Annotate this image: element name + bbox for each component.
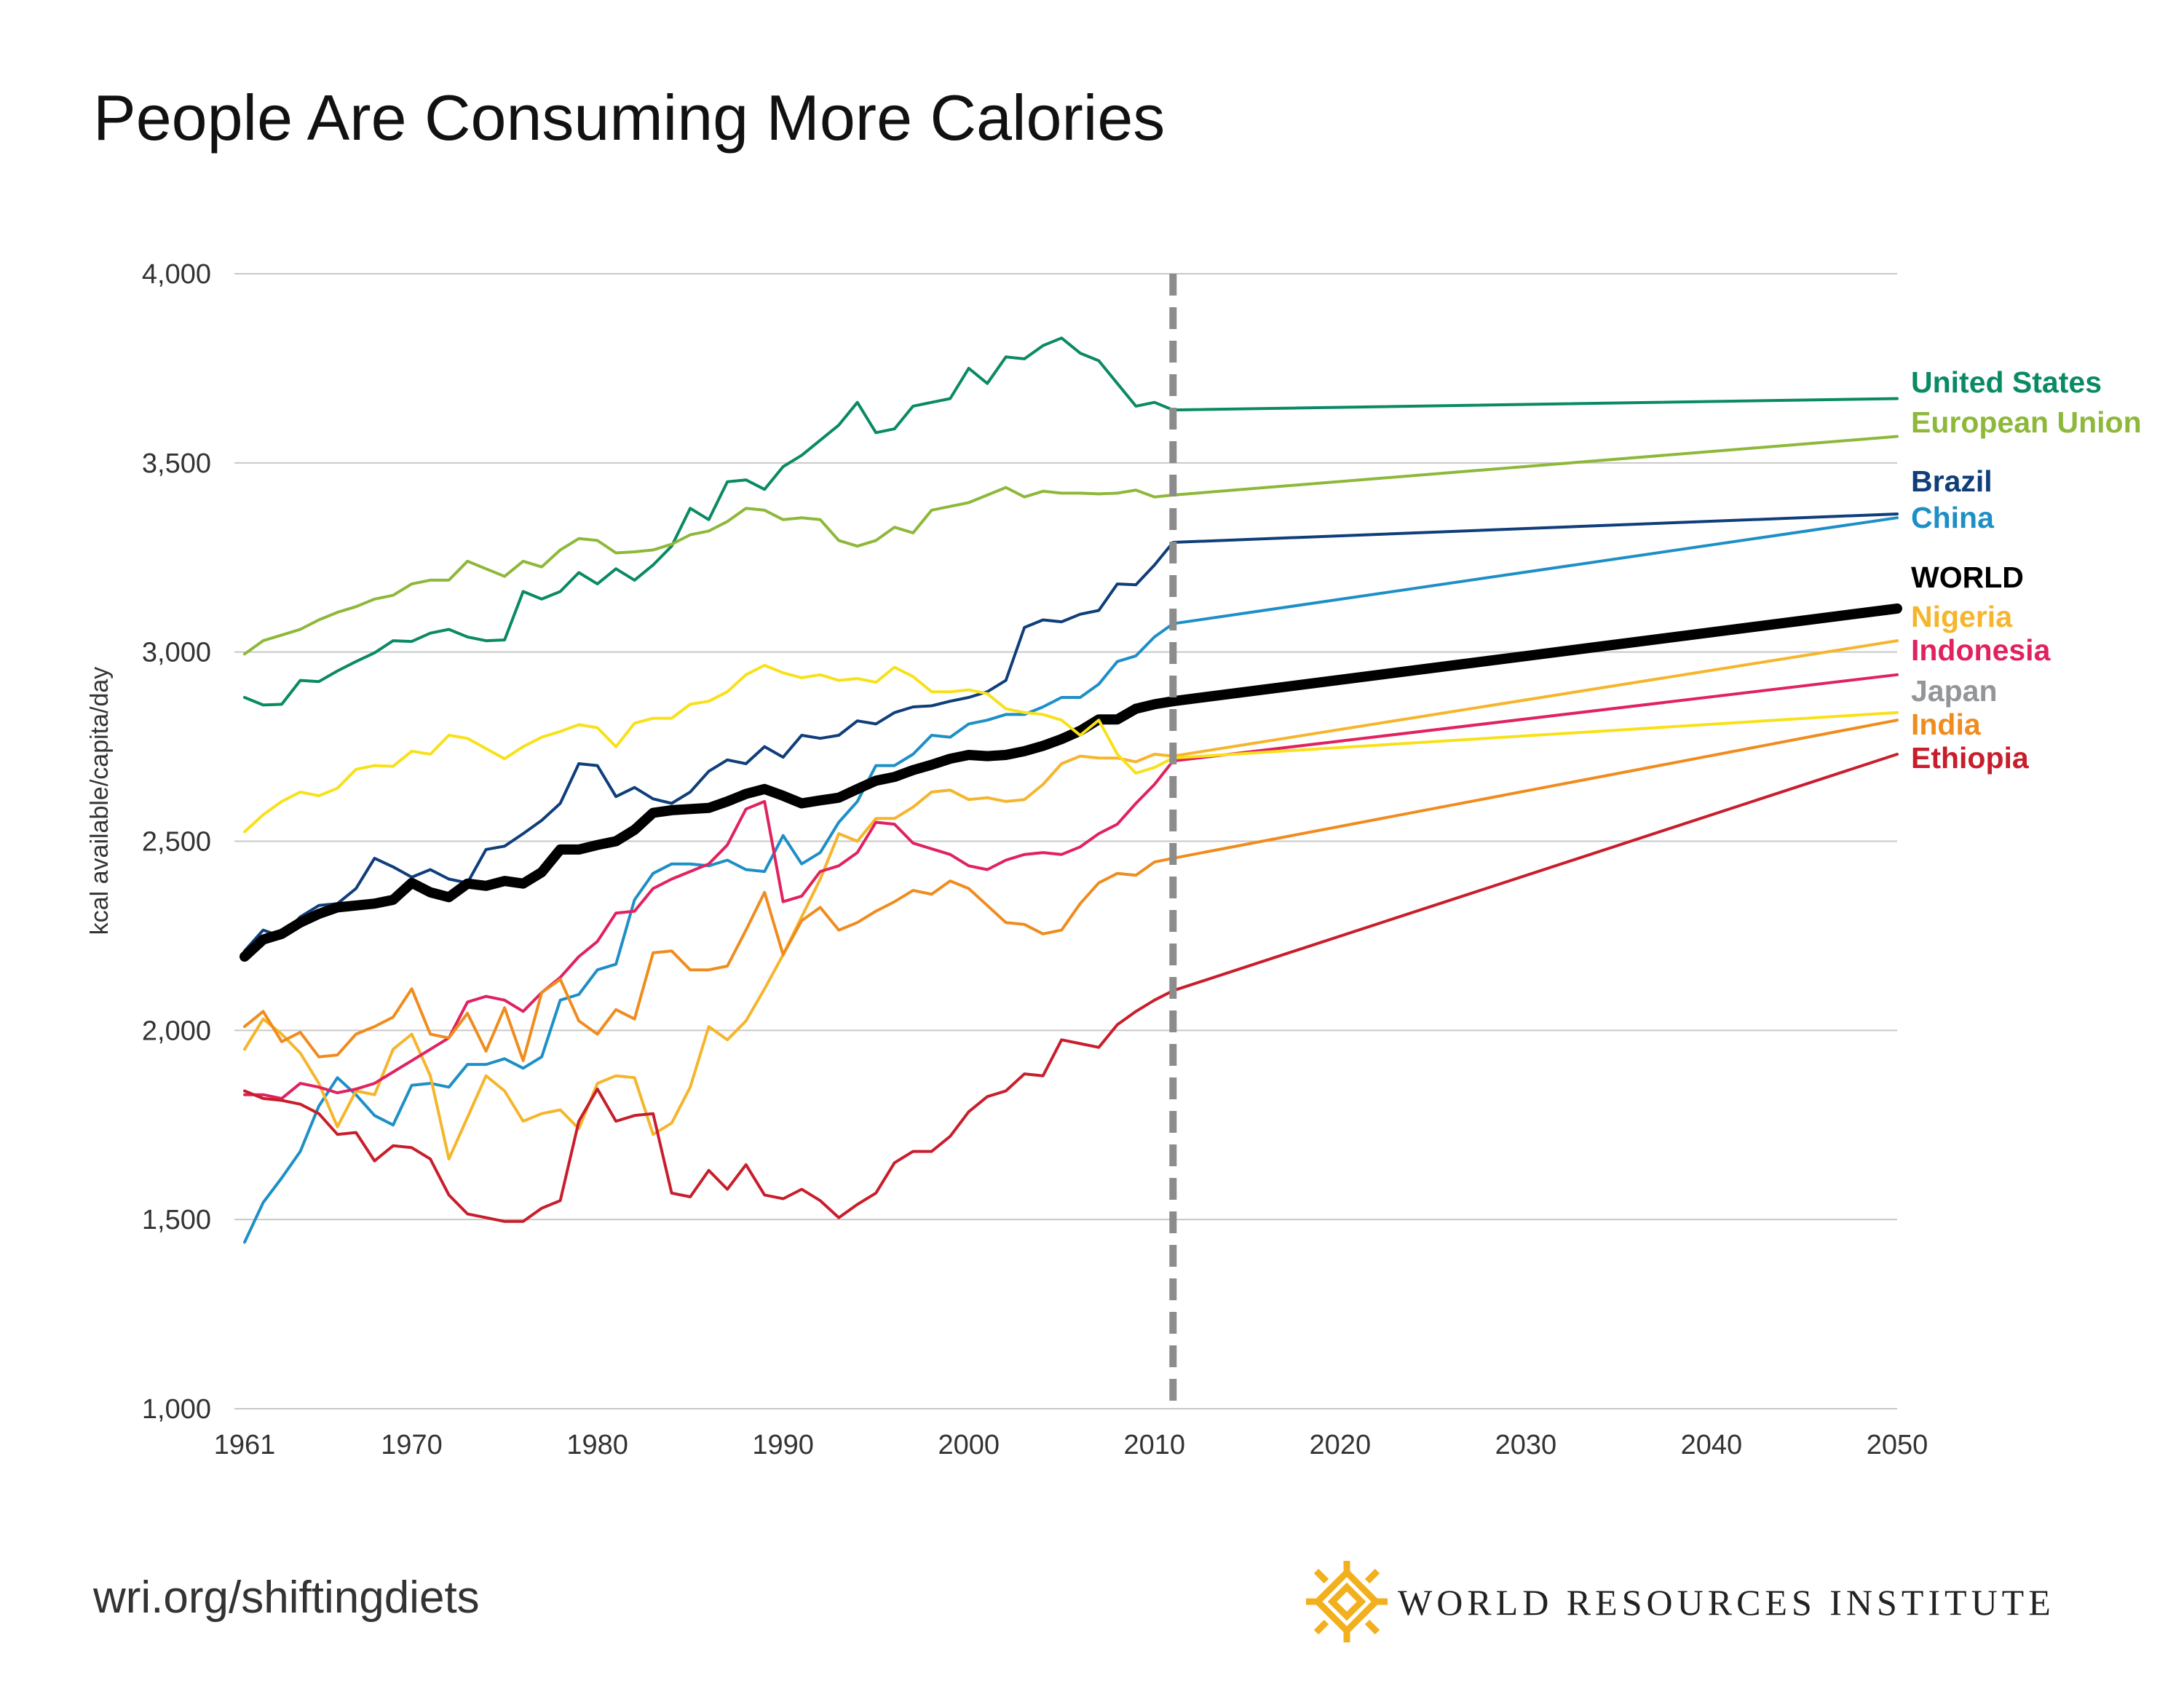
x-tick-label: 2020	[1310, 1430, 1372, 1460]
legend-japan: Japan	[1911, 674, 1998, 708]
legend-indonesia: Indonesia	[1911, 633, 2052, 667]
y-tick-label: 3,000	[142, 638, 211, 668]
x-tick-label: 2040	[1681, 1430, 1743, 1460]
series-line-nigeria	[243, 639, 1899, 1160]
y-tick-label: 2,500	[142, 827, 211, 858]
y-tick-label: 1,000	[142, 1394, 211, 1425]
y-axis-label: kcal available/capita/day	[86, 667, 114, 935]
x-tick-label: 1970	[381, 1430, 443, 1460]
x-tick-label: 2000	[938, 1430, 1000, 1460]
legend-ethiopia: Ethiopia	[1911, 741, 2030, 775]
x-tick-label: 2010	[1124, 1430, 1186, 1460]
legend-brazil: Brazil	[1911, 464, 1993, 498]
x-tick-label: 1961	[214, 1430, 276, 1460]
y-tick-label: 2,000	[142, 1016, 211, 1046]
legend-united-states: United States	[1911, 365, 2102, 399]
wri-lattice-logo-icon	[1306, 1561, 1388, 1642]
y-tick-label: 1,500	[142, 1205, 211, 1235]
series-line-indonesia	[243, 673, 1899, 1100]
y-tick-label: 4,000	[142, 259, 211, 290]
series-line-brazil	[243, 513, 1899, 953]
legend-world: WORLD	[1911, 561, 2024, 594]
series-line-india	[243, 719, 1899, 1062]
series-line-united-states	[243, 336, 1899, 707]
series-line-european-union	[243, 435, 1899, 656]
y-axis-ticks: 1,000 1,500 2,000 2,500 3,000 3,500 4,000	[142, 259, 211, 1425]
x-tick-label: 2050	[1867, 1430, 1928, 1460]
chart-title: People Are Consuming More Calories	[93, 82, 1165, 154]
series-line-world	[240, 603, 1902, 962]
series-lines	[240, 336, 1902, 1244]
legend-nigeria: Nigeria	[1911, 600, 2013, 633]
x-tick-label: 1990	[752, 1430, 814, 1460]
series-line-ethiopia	[243, 753, 1899, 1223]
source-url: wri.org/shiftingdiets	[92, 1573, 480, 1623]
x-axis-ticks: 1961 1970 1980 1990 2000 2010 2020 2030 2040 2050	[214, 1430, 1928, 1460]
legend-india: India	[1911, 708, 1982, 741]
x-tick-label: 1980	[566, 1430, 628, 1460]
x-tick-label: 2030	[1495, 1430, 1557, 1460]
legend-china: China	[1911, 501, 1995, 534]
series-line-japan	[243, 663, 1899, 834]
organization-name: WORLD RESOURCES INSTITUTE	[1398, 1582, 2055, 1623]
y-tick-label: 3,500	[142, 448, 211, 479]
series-line-china	[243, 516, 1899, 1244]
legend-european-union: European Union	[1911, 406, 2142, 439]
